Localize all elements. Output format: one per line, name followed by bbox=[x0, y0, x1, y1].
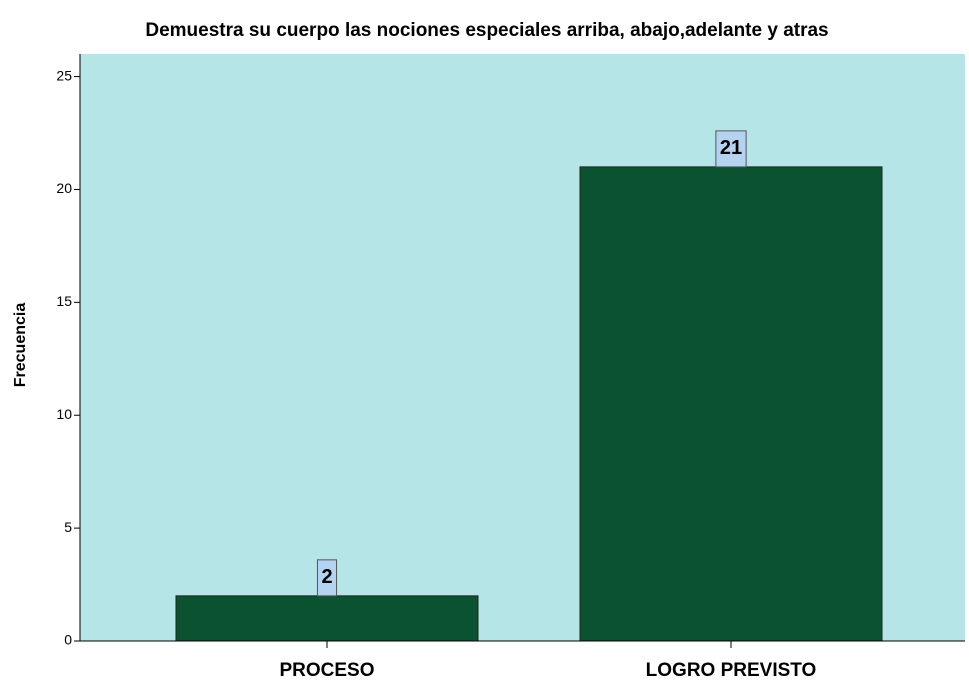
value-label: 2 bbox=[321, 566, 332, 588]
y-tick-label: 10 bbox=[56, 406, 72, 422]
y-tick-label: 15 bbox=[56, 293, 72, 309]
value-label: 21 bbox=[720, 137, 742, 159]
y-tick-label: 5 bbox=[64, 519, 72, 535]
bar bbox=[175, 595, 479, 642]
chart-title: Demuestra su cuerpo las nociones especia… bbox=[145, 20, 828, 41]
y-tick-label: 20 bbox=[56, 180, 72, 196]
value-label-box bbox=[316, 559, 338, 597]
y-tick-label: 0 bbox=[64, 632, 72, 648]
y-axis-title: Frecuencia bbox=[12, 303, 29, 388]
x-tick-label: PROCESO bbox=[279, 660, 374, 681]
y-tick-label: 25 bbox=[56, 67, 72, 83]
value-label-box bbox=[715, 130, 747, 168]
x-tick-label: LOGRO PREVISTO bbox=[646, 660, 817, 681]
bar bbox=[579, 166, 883, 642]
